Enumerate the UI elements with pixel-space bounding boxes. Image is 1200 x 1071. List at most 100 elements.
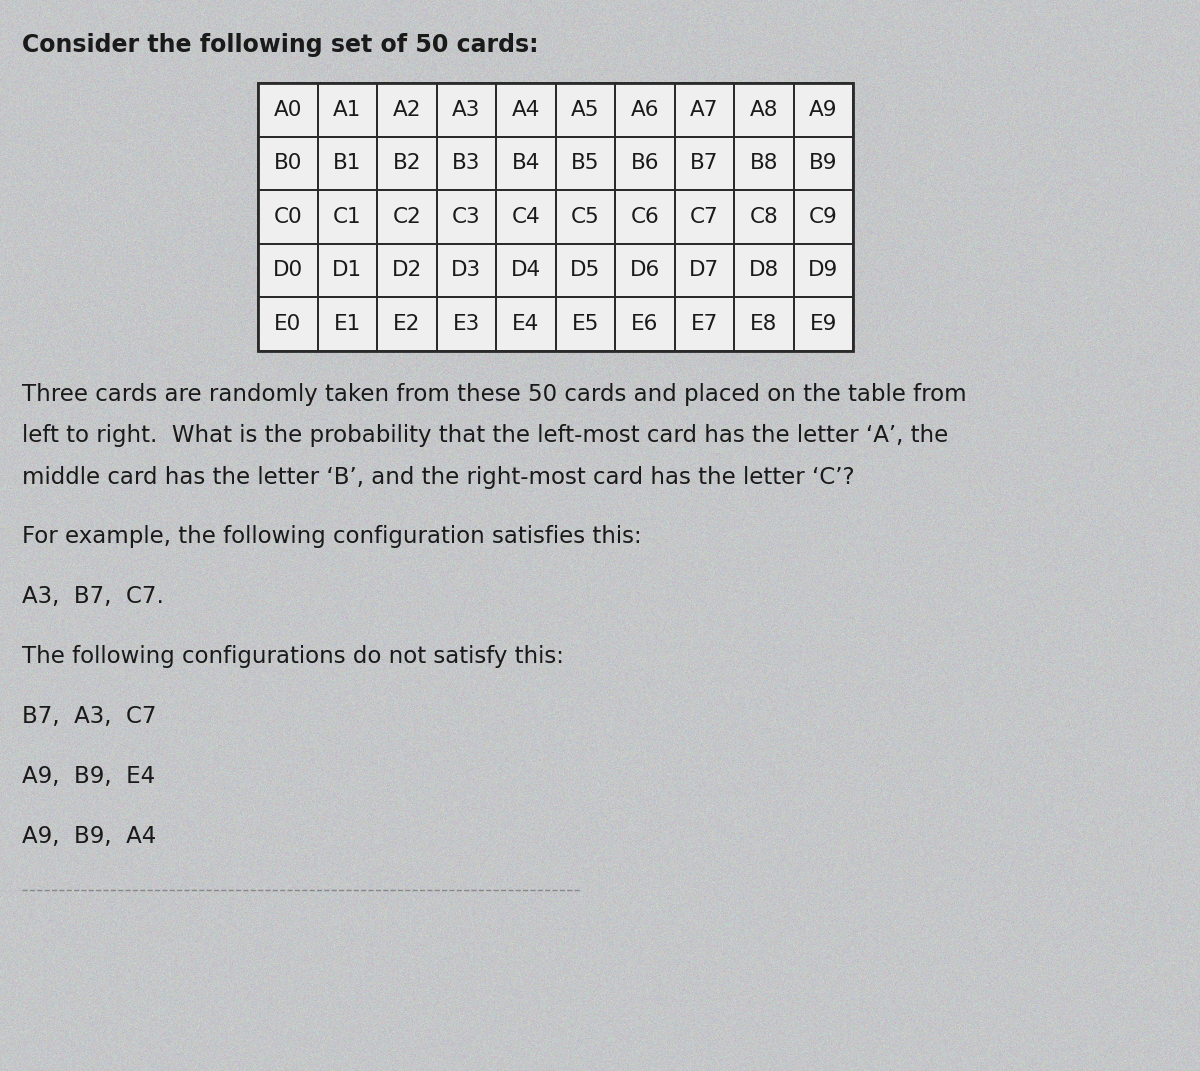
Bar <box>258 136 318 190</box>
Bar <box>258 297 318 350</box>
Bar <box>377 136 437 190</box>
Bar <box>556 82 616 136</box>
Text: B0: B0 <box>274 153 302 174</box>
Text: A2: A2 <box>392 100 421 120</box>
Bar <box>793 297 853 350</box>
Text: B7: B7 <box>690 153 719 174</box>
Text: D4: D4 <box>511 260 541 281</box>
Text: A6: A6 <box>630 100 659 120</box>
Bar <box>734 136 793 190</box>
Bar <box>437 190 496 243</box>
Bar <box>793 82 853 136</box>
Bar <box>377 82 437 136</box>
Text: A9,  B9,  A4: A9, B9, A4 <box>22 825 156 848</box>
Text: E4: E4 <box>512 314 540 334</box>
Text: A1: A1 <box>334 100 361 120</box>
Text: middle card has the letter ‘B’, and the right-most card has the letter ‘C’?: middle card has the letter ‘B’, and the … <box>22 466 854 488</box>
Bar <box>674 190 734 243</box>
Bar <box>258 190 318 243</box>
Text: A4: A4 <box>511 100 540 120</box>
Text: D3: D3 <box>451 260 481 281</box>
Bar <box>437 297 496 350</box>
Text: D6: D6 <box>630 260 660 281</box>
Text: B9: B9 <box>809 153 838 174</box>
Bar <box>318 190 377 243</box>
Bar <box>616 243 674 297</box>
Text: D5: D5 <box>570 260 600 281</box>
Bar <box>377 190 437 243</box>
Text: C1: C1 <box>332 207 361 227</box>
Bar <box>318 243 377 297</box>
Bar <box>496 136 556 190</box>
Text: E5: E5 <box>571 314 599 334</box>
Text: E2: E2 <box>394 314 420 334</box>
Bar <box>318 297 377 350</box>
Bar <box>674 136 734 190</box>
Bar <box>437 82 496 136</box>
Text: B7,  A3,  C7: B7, A3, C7 <box>22 705 156 728</box>
Bar <box>258 82 853 350</box>
Bar <box>616 297 674 350</box>
Text: left to right.  What is the probability that the left-most card has the letter ‘: left to right. What is the probability t… <box>22 424 948 447</box>
Bar <box>377 297 437 350</box>
Bar <box>734 190 793 243</box>
Text: A8: A8 <box>750 100 778 120</box>
Bar <box>496 297 556 350</box>
Bar <box>734 82 793 136</box>
Text: B4: B4 <box>511 153 540 174</box>
Text: D7: D7 <box>689 260 719 281</box>
Text: D9: D9 <box>808 260 839 281</box>
Bar <box>793 243 853 297</box>
Text: B6: B6 <box>630 153 659 174</box>
Text: B3: B3 <box>452 153 480 174</box>
Text: For example, the following configuration satisfies this:: For example, the following configuration… <box>22 525 642 548</box>
Text: E9: E9 <box>810 314 836 334</box>
Bar <box>377 243 437 297</box>
Bar <box>793 136 853 190</box>
Text: D2: D2 <box>391 260 422 281</box>
Bar <box>556 190 616 243</box>
Text: D0: D0 <box>272 260 302 281</box>
Bar <box>556 136 616 190</box>
Text: A5: A5 <box>571 100 600 120</box>
Text: E7: E7 <box>690 314 718 334</box>
Text: B1: B1 <box>334 153 361 174</box>
Text: Three cards are randomly taken from these 50 cards and placed on the table from: Three cards are randomly taken from thes… <box>22 382 967 406</box>
Bar <box>437 136 496 190</box>
Bar <box>556 243 616 297</box>
Bar <box>318 136 377 190</box>
Text: E0: E0 <box>274 314 301 334</box>
Text: B8: B8 <box>750 153 778 174</box>
Text: C8: C8 <box>749 207 778 227</box>
Bar <box>616 82 674 136</box>
Text: C3: C3 <box>452 207 480 227</box>
Text: D8: D8 <box>749 260 779 281</box>
Bar <box>258 243 318 297</box>
Bar <box>437 243 496 297</box>
Bar <box>496 190 556 243</box>
Text: E8: E8 <box>750 314 778 334</box>
Bar <box>318 82 377 136</box>
Bar <box>616 190 674 243</box>
Text: C7: C7 <box>690 207 719 227</box>
Text: A9: A9 <box>809 100 838 120</box>
Text: E3: E3 <box>452 314 480 334</box>
Bar <box>734 297 793 350</box>
Bar <box>734 243 793 297</box>
Text: B5: B5 <box>571 153 600 174</box>
Text: A7: A7 <box>690 100 719 120</box>
Bar <box>496 82 556 136</box>
Text: C0: C0 <box>274 207 302 227</box>
Text: C6: C6 <box>630 207 659 227</box>
Text: A3,  B7,  C7.: A3, B7, C7. <box>22 585 164 608</box>
Text: Consider the following set of 50 cards:: Consider the following set of 50 cards: <box>22 33 539 57</box>
Bar <box>674 243 734 297</box>
Bar <box>674 297 734 350</box>
Bar <box>674 82 734 136</box>
Bar <box>793 190 853 243</box>
Bar <box>616 136 674 190</box>
Text: B2: B2 <box>392 153 421 174</box>
Text: The following configurations do not satisfy this:: The following configurations do not sati… <box>22 645 564 668</box>
Text: C5: C5 <box>571 207 600 227</box>
Text: D1: D1 <box>332 260 362 281</box>
